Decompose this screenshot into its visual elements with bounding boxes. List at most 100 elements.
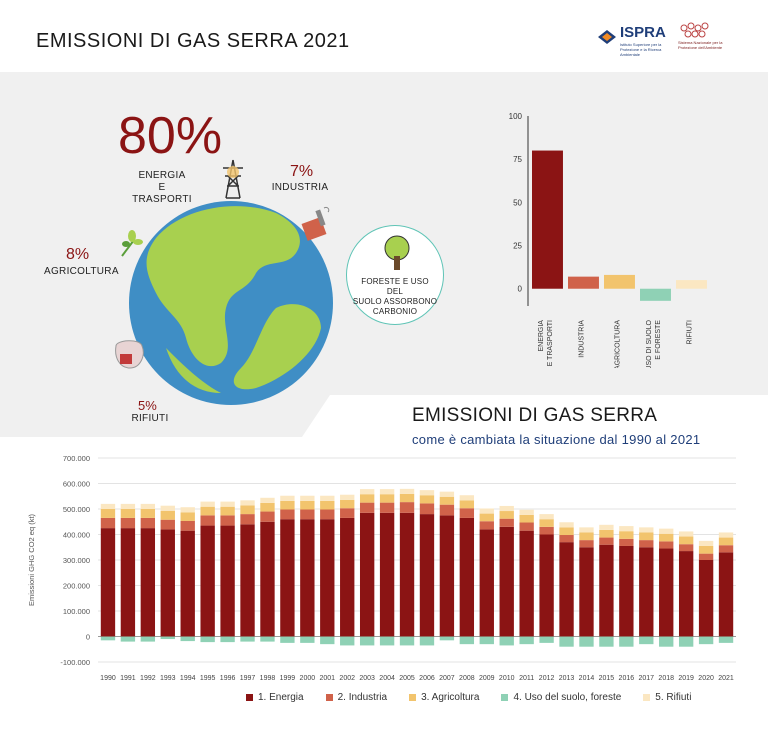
big-chart-x-label: 1993 (160, 675, 176, 682)
big-chart-bar-segment (639, 532, 654, 541)
big-chart-bar-segment (539, 636, 554, 643)
big-chart-x-label: 1998 (260, 675, 276, 682)
legend-swatch (409, 693, 417, 701)
big-chart-bar-segment (579, 532, 594, 541)
legend-label: 1. Energia (258, 691, 304, 703)
big-chart-bar-segment (619, 531, 634, 539)
big-chart-x-label: 2017 (638, 675, 654, 682)
big-chart-bar-segment (180, 636, 195, 642)
big-chart-bar-segment (140, 636, 156, 642)
big-chart-bar-segment (559, 522, 574, 528)
big-chart-bar-segment (340, 494, 355, 500)
emissions-stacked-chart: -100.000 0 100.000 200.000 300.000 400.000 500… (27, 454, 736, 682)
big-chart-bar-segment (639, 527, 654, 533)
big-chart-bar-segment (519, 522, 534, 531)
small-chart-x-label: INDUSTRIA (578, 320, 585, 358)
big-chart-x-label: 2009 (479, 675, 495, 682)
industria-label: INDUSTRIA (271, 182, 329, 193)
big-chart-bar-segment (200, 501, 215, 507)
big-chart-bar-segment (379, 636, 395, 646)
big-chart-bar-segment (280, 495, 295, 501)
small-chart-y-tick: 50 (513, 198, 522, 207)
energia-label-line1: ENERGIA (138, 170, 186, 181)
big-chart-bar-segment (659, 528, 674, 534)
big-chart-x-label: 2010 (499, 675, 515, 682)
big-chart-x-label: 1997 (240, 675, 256, 682)
big-chart-bar-segment (698, 560, 714, 637)
big-chart-bar-segment (619, 538, 634, 546)
big-chart-bar-segment (619, 636, 634, 647)
big-chart-bar-segment (300, 509, 315, 520)
big-chart-x-label: 2015 (599, 675, 615, 682)
big-chart-bar-segment (359, 502, 375, 513)
big-chart-y-tick: 100.000 (63, 607, 90, 616)
big-chart-bar-segment (619, 526, 634, 532)
small-chart-y-tick: 0 (518, 285, 523, 294)
legend-item: 1. Energia (246, 690, 304, 704)
big-chart-bar-segment (140, 503, 156, 509)
big-chart-bar-segment (519, 514, 534, 523)
big-chart-bar-segment (160, 529, 175, 637)
big-chart-x-label: 2005 (399, 675, 415, 682)
big-chart-bar-segment (698, 540, 714, 546)
industria-percentage: 7% (290, 163, 314, 180)
snpa-logo-sub: Sistema Nazionale per la Protezione dell… (678, 40, 723, 50)
big-chart-bar-segment (439, 496, 455, 505)
big-chart-bar-segment (499, 511, 514, 519)
big-chart-x-label: 2018 (658, 675, 674, 682)
big-chart-y-tick: 0 (86, 633, 90, 642)
big-chart-bar-segment (678, 536, 694, 545)
big-chart-x-label: 2004 (379, 675, 395, 682)
rifiuti-percentage: 5% (138, 398, 157, 413)
big-chart-bar-segment (579, 527, 594, 533)
big-chart-bar-segment (100, 517, 116, 529)
big-chart-bar-segment (100, 528, 116, 637)
big-chart-bar-segment (240, 514, 255, 525)
big-chart-bar-segment (200, 506, 215, 516)
big-chart-bar-segment (220, 515, 235, 526)
big-chart-bar-segment (599, 529, 614, 538)
big-chart-y-label: Emissioni GHG CO2 eq (kt) (27, 513, 36, 606)
legend-item: 3. Agricoltura (409, 690, 479, 704)
big-chart-x-label: 2011 (519, 675, 534, 682)
legend-item: 4. Uso del suolo, foreste (501, 690, 621, 704)
big-chart-x-label: 2021 (718, 675, 734, 682)
big-chart-bar-segment (459, 517, 475, 637)
big-chart-bar-segment (120, 636, 136, 642)
big-chart-bar-segment (479, 529, 494, 637)
legend-swatch (643, 693, 651, 701)
big-chart-bar-segment (300, 636, 315, 643)
big-chart-y-tick: 600.000 (63, 480, 90, 489)
big-chart-bar-segment (499, 636, 514, 646)
big-chart-bar-segment (639, 547, 654, 637)
big-chart-x-label: 2019 (678, 675, 694, 682)
ispra-logo-sub: Istituto Superiore per la Protezione e l… (620, 42, 662, 57)
big-chart-bar-segment (340, 508, 355, 518)
big-chart-bar-segment (100, 509, 116, 518)
big-chart-bar-segment (260, 521, 275, 637)
big-chart-bar-segment (220, 525, 235, 637)
big-chart-bar-segment (539, 519, 554, 527)
big-chart-bar-segment (479, 636, 494, 645)
big-chart-bar-segment (479, 513, 494, 522)
foreste-text-line2: SUOLO ASSORBONO (352, 297, 438, 306)
big-chart-x-label: 2006 (419, 675, 435, 682)
big-chart-bar-segment (678, 636, 694, 647)
big-chart-x-label: 1996 (220, 675, 236, 682)
panel-diagonal-cut (290, 395, 768, 455)
small-chart-x-label: USO DI SUOLO (646, 319, 653, 368)
legend-label: 2. Industria (337, 691, 388, 703)
big-chart-bar-segment (698, 545, 714, 554)
big-chart-bar-segment (320, 519, 335, 637)
big-chart-bar-segment (300, 495, 315, 501)
energia-label: ENERGIA E TRASPORTI (128, 170, 196, 206)
big-chart-bar-segment (619, 545, 634, 637)
big-chart-bar-segment (678, 531, 694, 537)
big-chart-bar-segment (718, 636, 734, 643)
big-chart-bar-segment (439, 491, 455, 497)
big-chart-bar-segment (559, 527, 574, 536)
big-chart-bar-segment (220, 501, 235, 507)
big-chart-bar-segment (559, 535, 574, 543)
big-chart-bar-segment (280, 636, 295, 643)
globe-illustration (129, 201, 333, 405)
